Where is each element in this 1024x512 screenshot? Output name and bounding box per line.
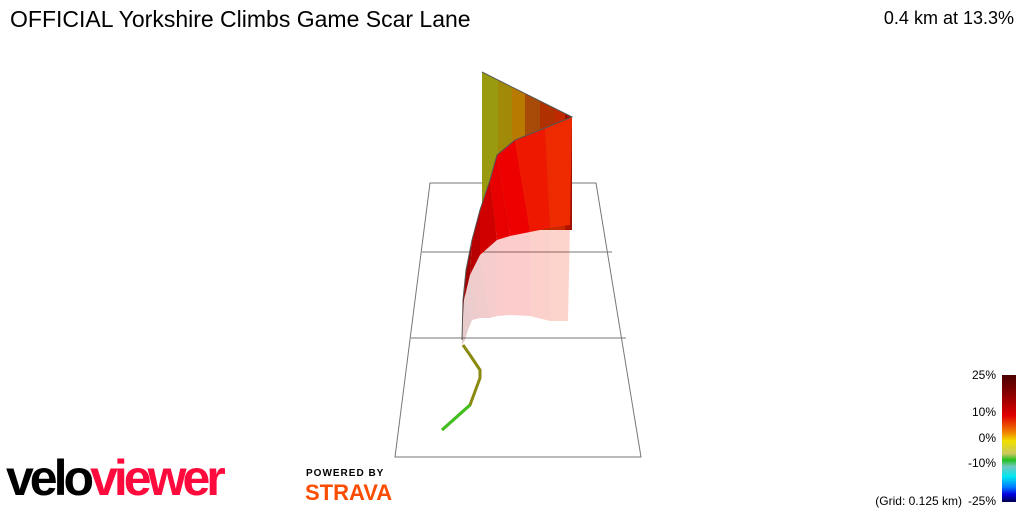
legend-label-minus10: -10% xyxy=(967,456,996,470)
wall-segment xyxy=(470,255,490,318)
powered-by-label: POWERED BY xyxy=(306,468,385,479)
legend-label-0: 0% xyxy=(978,431,996,445)
logo-velo: velo xyxy=(6,450,94,506)
wall-segment xyxy=(464,240,472,300)
wall-segment xyxy=(490,155,510,240)
wall-segment xyxy=(462,300,472,330)
wall-segment xyxy=(497,140,530,236)
segment-title: OFFICIAL Yorkshire Climbs Game Scar Lane xyxy=(10,6,471,32)
legend-label-minus25: -25% xyxy=(967,494,996,508)
legend-label-25: 25% xyxy=(971,368,996,382)
wall-segment xyxy=(510,232,530,316)
wall-segment xyxy=(530,228,550,321)
segment-summary: 0.4 km at 13.3% xyxy=(883,8,1014,28)
route-start-green xyxy=(441,403,471,432)
wall-segment xyxy=(550,225,570,321)
wall-segment xyxy=(497,236,510,316)
gradient-color-scale xyxy=(1002,375,1016,502)
logo-viewer: viewer xyxy=(90,450,226,506)
strava-logo[interactable]: STRAVA xyxy=(305,480,393,505)
profile-top-line xyxy=(461,71,574,341)
wall-segment xyxy=(480,240,497,318)
wall-segment xyxy=(464,275,480,320)
wall-segment xyxy=(462,330,468,345)
route-start-path xyxy=(441,344,482,432)
wall-segment xyxy=(515,128,550,232)
legend-label-10: 10% xyxy=(971,405,996,419)
front-wall xyxy=(461,71,574,345)
wall-segment xyxy=(545,117,572,228)
veloviewer-logo[interactable]: veloviewer xyxy=(6,448,226,508)
grid-scale-note: (Grid: 0.125 km) xyxy=(875,494,962,508)
wall-segment xyxy=(470,210,480,275)
